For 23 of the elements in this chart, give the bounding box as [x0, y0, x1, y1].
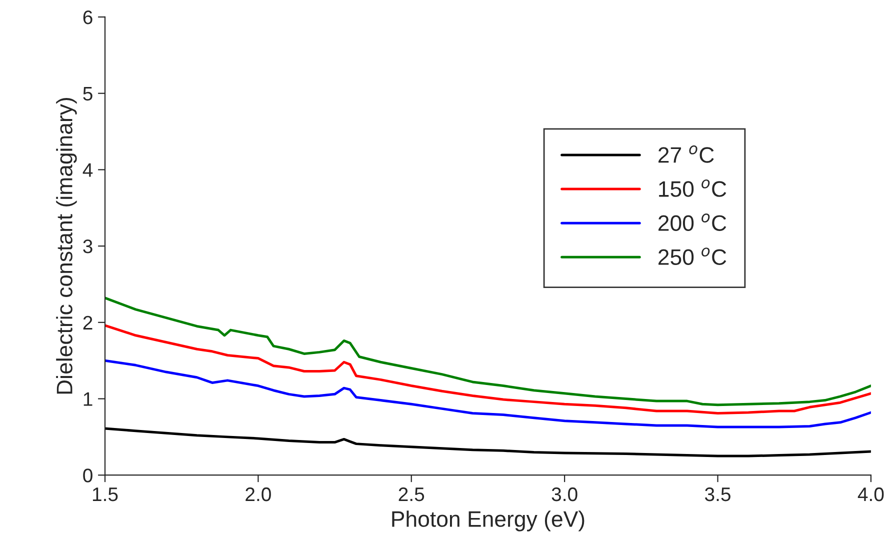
x-axis-title: Photon Energy (eV): [392, 510, 584, 532]
y-tick-label: 2: [83, 316, 92, 330]
y-tick-label: 6: [83, 10, 92, 24]
x-tick-label: 3.5: [704, 487, 730, 502]
x-tick-label: 2.5: [398, 487, 424, 502]
x-tick-label: 2.0: [246, 487, 271, 502]
line-series: [104, 427, 871, 458]
legend-label: 150 $^{o}$C: [659, 179, 726, 197]
line-series: [104, 359, 871, 428]
legend-label: 200 $^{o}$C: [658, 214, 726, 231]
x-tick-label: 1.5: [92, 488, 118, 502]
y-tick-label: 3: [83, 240, 92, 254]
line-series: [104, 296, 871, 406]
x-tick-label: 4.0: [858, 487, 884, 502]
y-tick-label: 5: [83, 87, 92, 101]
y-tick-label: 1: [84, 392, 92, 406]
y-tick-label: 4: [82, 163, 93, 177]
y-tick-label: 0: [83, 468, 92, 482]
legend-label: 250 $^{o}$C: [658, 248, 726, 266]
line-series: [104, 324, 871, 415]
legend-label: 27 $^{o}$C: [658, 145, 714, 163]
y-axis-title: Dielectric constant (imaginary): [56, 98, 77, 394]
x-tick-label: 3.0: [552, 487, 578, 502]
